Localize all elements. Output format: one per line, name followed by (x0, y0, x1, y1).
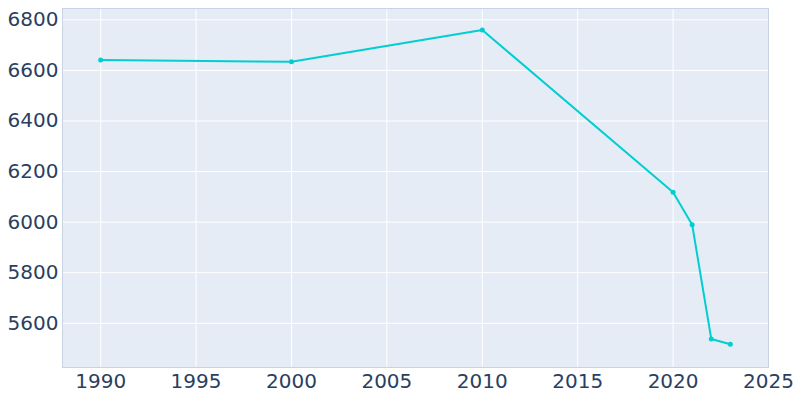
svg-text:1995: 1995 (171, 369, 222, 393)
svg-text:6400: 6400 (8, 108, 59, 132)
svg-text:2015: 2015 (552, 369, 603, 393)
svg-text:6600: 6600 (8, 58, 59, 82)
svg-text:6000: 6000 (8, 210, 59, 234)
svg-text:5600: 5600 (8, 311, 59, 335)
svg-text:2005: 2005 (361, 369, 412, 393)
svg-text:1990: 1990 (75, 369, 126, 393)
svg-text:2000: 2000 (266, 369, 317, 393)
svg-text:5800: 5800 (8, 260, 59, 284)
svg-text:2020: 2020 (648, 369, 699, 393)
svg-text:6200: 6200 (8, 159, 59, 183)
svg-text:2010: 2010 (457, 369, 508, 393)
svg-text:2025: 2025 (743, 369, 794, 393)
svg-text:6800: 6800 (8, 7, 59, 31)
